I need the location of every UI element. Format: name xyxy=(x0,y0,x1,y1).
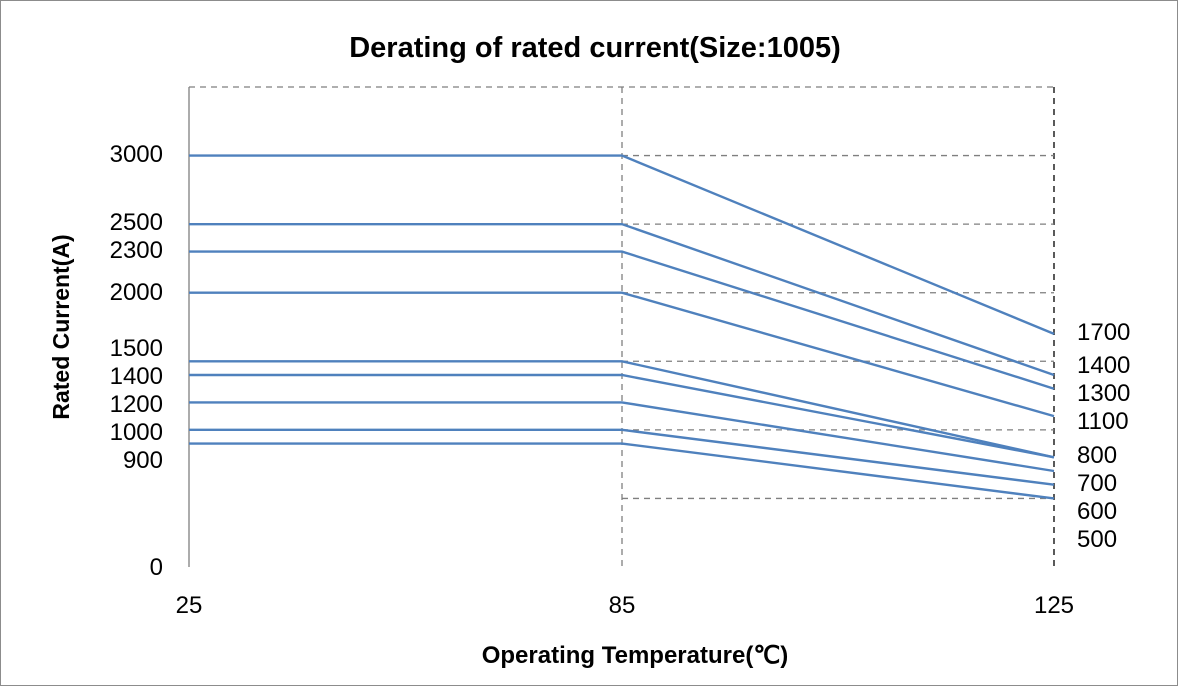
x-tick-label: 125 xyxy=(1034,592,1074,619)
x-tick-label: 85 xyxy=(609,592,636,619)
series-line-7 xyxy=(189,401,1055,473)
right-value-label: 700 xyxy=(1077,470,1117,497)
value-labels: 25 85 125030002500230020001500140012001000… xyxy=(110,141,1131,619)
series-line-6 xyxy=(189,373,1055,459)
right-value-label: 500 xyxy=(1077,526,1117,553)
left-value-label: 1000 xyxy=(110,419,163,446)
series-line-1 xyxy=(189,154,1055,335)
right-value-label: 1400 xyxy=(1077,352,1130,379)
series-line-4 xyxy=(189,291,1055,418)
left-value-label: 2300 xyxy=(110,237,163,264)
right-value-label: 1300 xyxy=(1077,380,1130,407)
series-line-9 xyxy=(189,442,1055,500)
grid xyxy=(188,86,1055,567)
x-tick-label: 25 xyxy=(176,592,203,619)
y-axis-label: Rated Current(A) xyxy=(48,234,74,419)
right-value-label: 1100 xyxy=(1077,408,1129,435)
series-line-5 xyxy=(189,360,1055,459)
series-line-8 xyxy=(189,428,1055,486)
x-axis-label: Operating Temperature(℃) xyxy=(482,642,789,669)
series-line-3 xyxy=(189,250,1055,390)
series-lines xyxy=(189,154,1055,500)
chart-title: Derating of rated current(Size:1005) xyxy=(349,32,841,64)
left-value-label: 1500 xyxy=(110,335,163,362)
left-value-label: 2000 xyxy=(110,279,163,306)
right-value-label: 1700 xyxy=(1077,319,1130,346)
y-tick-label: 0 xyxy=(150,554,163,581)
left-value-label: 3000 xyxy=(110,141,163,168)
left-value-label: 900 xyxy=(123,447,163,474)
left-value-label: 1200 xyxy=(110,391,163,418)
right-value-label: 600 xyxy=(1077,498,1117,525)
left-value-label: 1400 xyxy=(110,363,163,390)
right-value-label: 800 xyxy=(1077,442,1117,469)
left-value-label: 2500 xyxy=(110,209,163,236)
series-line-2 xyxy=(189,222,1055,377)
